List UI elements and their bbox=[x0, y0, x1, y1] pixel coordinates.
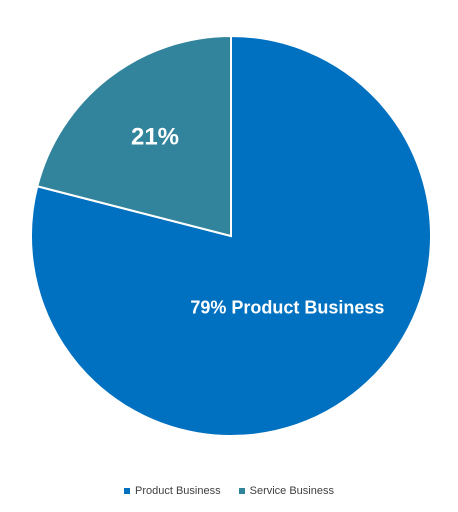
chart-legend: Product Business Service Business bbox=[0, 485, 458, 497]
pie-slice-service-business bbox=[36, 34, 232, 238]
legend-swatch-service-business bbox=[238, 488, 245, 494]
legend-label-service-business: Service Business bbox=[249, 485, 334, 497]
legend-swatch-product-business bbox=[124, 488, 130, 494]
legend-item-service-business: Service Business bbox=[238, 485, 334, 497]
legend-label-product-business: Product Business bbox=[135, 485, 221, 497]
data-label-product-business: 79% Product Business bbox=[190, 297, 384, 317]
data-label-service-business: 21% bbox=[131, 123, 179, 150]
legend-item-product-business: Product Business bbox=[124, 485, 221, 497]
